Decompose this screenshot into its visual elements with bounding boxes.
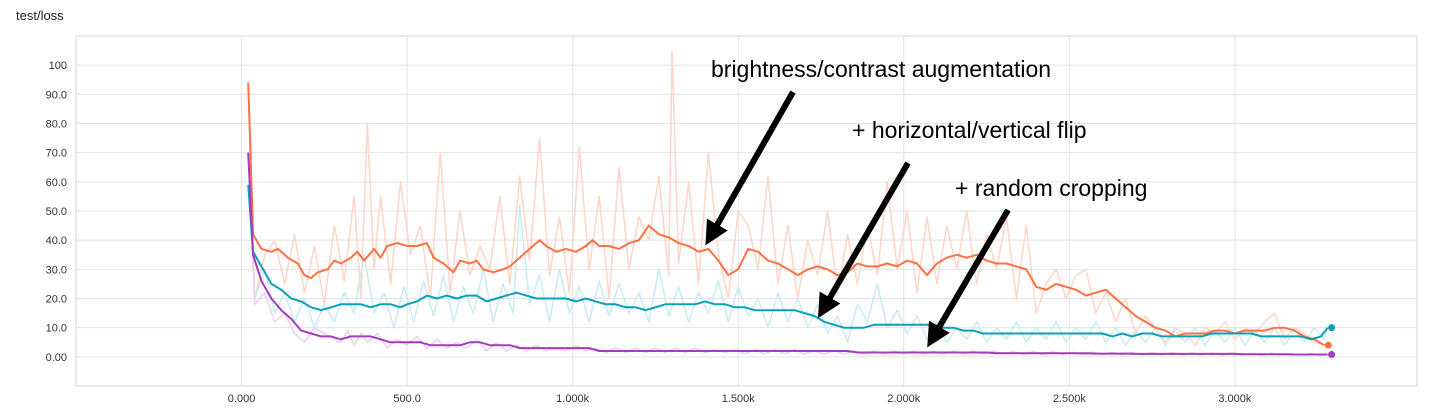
y-tick-label: 0.00 [46,352,67,364]
smoothed-series-lines [247,82,1329,356]
x-tick-label: 500.0 [393,393,421,405]
y-tick-label: 80.0 [46,119,67,131]
annotation-arrow-3 [927,208,1011,348]
y-tick-label: 50.0 [46,206,67,218]
x-tick-label: 1.000k [556,393,590,405]
annotations: brightness/contrast augmentation + horizo… [705,56,1147,348]
y-axis-ticks: 0.00 10.0 20.0 30.0 40.0 50.0 60.0 70.0 80.0 90.0… [46,60,67,364]
smoothed-series-line-1 [247,82,1325,347]
series-endpoint-1[interactable] [1324,341,1332,349]
series-endpoint-2[interactable] [1328,324,1336,332]
x-tick-label: 3.000k [1218,393,1252,405]
x-tick-label: 2.500k [1053,393,1087,405]
y-tick-label: 30.0 [46,264,67,276]
x-tick-label: 0.000 [228,393,256,405]
y-tick-label: 10.0 [46,323,67,335]
y-tick-label: 90.0 [46,89,67,101]
annotation-arrow-1 [705,90,796,246]
raw-series-line-1 [247,49,1325,346]
annotation-arrow-2 [817,161,911,319]
y-tick-label: 70.0 [46,148,67,160]
smoothed-series-line-2 [247,184,1329,341]
chart-title: test/loss [16,8,64,23]
x-tick-label: 1.500k [722,393,756,405]
y-tick-label: 20.0 [46,294,67,306]
smoothed-series-line-3 [247,152,1328,356]
series-endpoint-3[interactable] [1328,351,1336,358]
annotation-label-3: + random cropping [955,175,1147,201]
x-tick-label: 2.000k [887,393,921,405]
y-tick-label: 40.0 [46,235,67,247]
y-tick-label: 60.0 [46,177,67,189]
x-axis-ticks: 0.000 500.0 1.000k 1.500k 2.000k 2.500k 3.000k [228,393,1252,405]
y-tick-label: 100 [49,60,67,72]
annotation-label-2: + horizontal/vertical flip [852,117,1087,143]
gridlines [76,36,1417,386]
annotation-label-1: brightness/contrast augmentation [711,56,1051,82]
series-endpoints [1324,324,1336,358]
